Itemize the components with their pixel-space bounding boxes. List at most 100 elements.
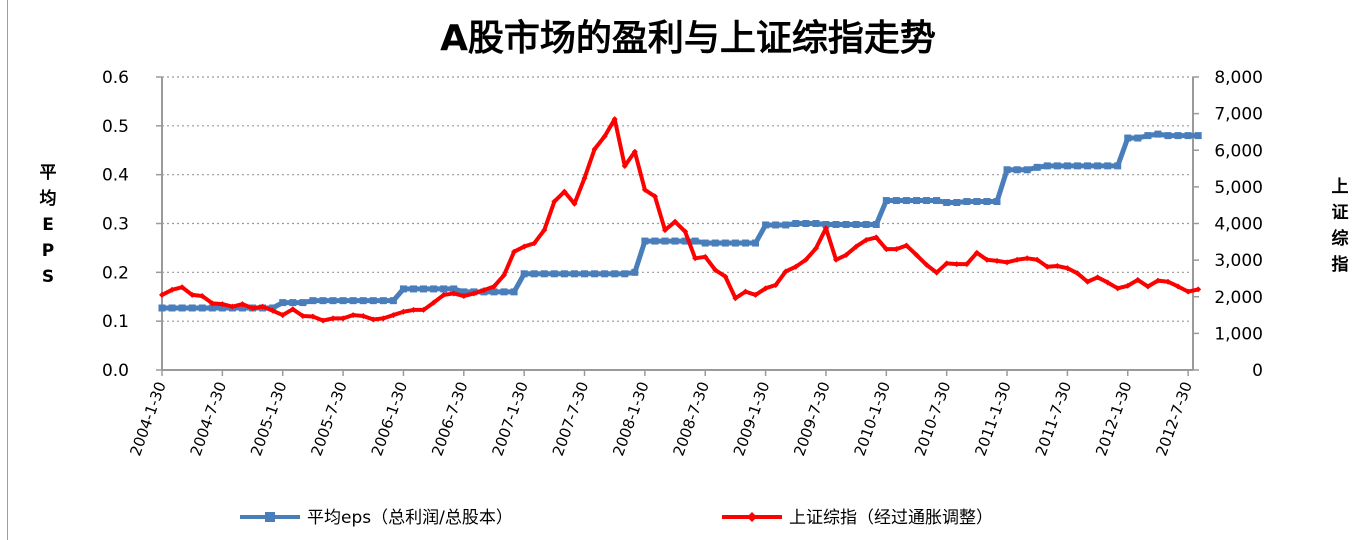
data-point [500, 288, 508, 296]
data-point [852, 220, 860, 228]
data-point [601, 270, 609, 278]
data-point [943, 199, 951, 207]
data-point [189, 291, 196, 298]
data-point [651, 193, 658, 200]
data-point [822, 220, 830, 228]
series-line [162, 131, 1199, 311]
data-point [490, 288, 498, 296]
series-eps [158, 130, 1202, 312]
legend-eps-label: 平均eps（总利润/总股本） [307, 508, 513, 528]
data-point [752, 291, 759, 298]
data-point [521, 243, 528, 250]
data-point [1134, 134, 1142, 142]
data-point [873, 234, 880, 241]
data-point [359, 297, 367, 305]
data-point [1013, 166, 1021, 174]
data-point [812, 245, 819, 252]
data-point [833, 256, 840, 263]
data-point [611, 270, 619, 278]
data-point [541, 227, 548, 234]
data-point [531, 240, 538, 247]
left-axis-tick-label: 0.2 [102, 263, 129, 283]
data-point [1104, 279, 1111, 286]
data-point [380, 315, 387, 322]
data-point [390, 312, 397, 319]
data-point [1004, 259, 1011, 266]
data-point [963, 198, 971, 206]
data-point [682, 228, 689, 235]
data-point [188, 304, 196, 312]
data-point [933, 197, 941, 205]
data-point [440, 285, 448, 293]
data-point [1164, 132, 1172, 140]
data-point [540, 270, 548, 278]
data-point [420, 285, 428, 293]
left-axis-label-char: P [42, 241, 54, 261]
legend-item-eps: 平均eps（总利润/总股本） [240, 508, 513, 528]
data-point [1104, 162, 1112, 170]
data-point [641, 186, 648, 193]
data-point [178, 304, 186, 312]
data-point [762, 285, 769, 292]
data-point [631, 268, 639, 276]
data-point [1043, 162, 1051, 170]
series-line [161, 117, 1199, 323]
data-point [672, 218, 679, 225]
data-point [561, 188, 568, 195]
data-point [1175, 283, 1182, 290]
data-point [1073, 162, 1081, 170]
right-axis-label-char: 上 [1332, 177, 1349, 197]
right-axis-label-char: 综 [1332, 228, 1349, 249]
data-point [1044, 263, 1051, 270]
data-point [340, 315, 347, 322]
data-point [712, 267, 719, 274]
data-point [571, 200, 578, 207]
data-point [591, 146, 598, 153]
data-point [973, 249, 980, 256]
data-point [832, 220, 840, 228]
data-point [560, 270, 568, 278]
right-axis-label-char: 指 [1332, 254, 1349, 275]
data-point [892, 197, 900, 205]
data-point [349, 297, 357, 305]
data-point [360, 312, 367, 319]
data-point [158, 304, 166, 312]
data-point [792, 263, 799, 270]
data-point [802, 220, 810, 227]
x-axis-tick-label: 2004-7-30 [187, 379, 230, 458]
data-point [199, 293, 206, 300]
data-point [1023, 166, 1031, 174]
right-axis-tick-label: 7,000 [1214, 105, 1263, 125]
data-point [822, 225, 829, 232]
data-point [430, 299, 437, 306]
data-point [1094, 162, 1102, 170]
data-point [621, 162, 628, 169]
data-point [1174, 132, 1182, 140]
data-point [993, 257, 1000, 264]
data-point [913, 197, 920, 205]
data-point [1124, 134, 1132, 142]
data-point [1054, 262, 1061, 269]
data-point [1084, 162, 1092, 170]
legend-eps-marker [265, 512, 275, 522]
data-point [1024, 255, 1031, 262]
data-point [691, 237, 699, 245]
data-point [943, 260, 950, 267]
data-point [551, 198, 558, 205]
x-axis-tick-label: 2008-7-30 [670, 379, 713, 458]
data-point [883, 246, 890, 253]
data-point [1154, 277, 1161, 284]
data-point [1194, 132, 1202, 140]
data-point [953, 199, 961, 207]
data-point [450, 290, 457, 297]
data-point [872, 220, 880, 228]
data-point [1144, 283, 1151, 290]
data-point [1154, 130, 1162, 138]
data-point [550, 270, 558, 278]
series-group [158, 116, 1202, 324]
x-axis-tick-label: 2006-1-30 [368, 379, 411, 458]
data-point [289, 306, 296, 313]
data-point [862, 220, 870, 228]
right-axis-tick-label: 8,000 [1214, 68, 1263, 88]
